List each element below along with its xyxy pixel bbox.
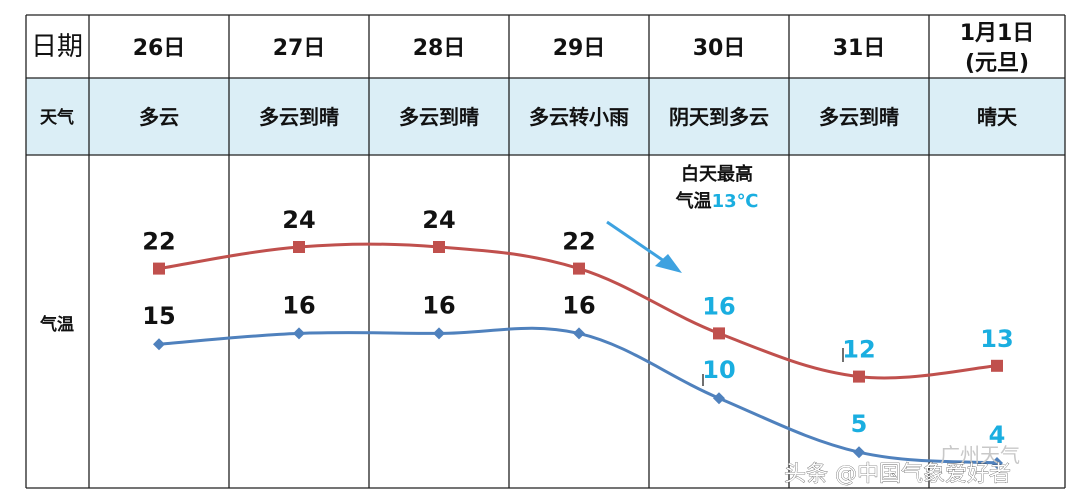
low-temp-label: 16: [282, 291, 315, 319]
faint-logo-text: 广州天气: [940, 443, 1020, 467]
corner-label: 日期: [31, 32, 83, 62]
weather-cell: 晴天: [977, 105, 1018, 129]
low-temp-label: 16: [422, 291, 455, 319]
date-cell: 28日: [413, 36, 466, 61]
max-temp-annotation: 白天最高 气温13℃: [606, 163, 759, 273]
low-temp-label: 5: [851, 410, 868, 438]
high-temp-point: [991, 359, 1003, 372]
date-cell: 29日: [553, 36, 606, 61]
high-temp-point: [433, 241, 445, 253]
date-cell-sub: (元旦): [965, 51, 1029, 76]
low-temp-point: [293, 327, 305, 340]
date-cell: 30日: [693, 36, 746, 61]
date-cell: 26日: [133, 36, 186, 61]
high-temp-point: [573, 262, 585, 275]
high-temp-label: 22: [562, 228, 595, 256]
date-row-bg: [26, 15, 1065, 78]
high-temp-label: 24: [422, 206, 455, 234]
weather-cell: 多云: [139, 105, 179, 129]
weather-row-bg: [26, 78, 1065, 155]
date-cell: 27日: [273, 36, 326, 61]
low-temp-point: [433, 327, 445, 340]
high-temp-label: 12: [842, 336, 875, 364]
high-temp-label: 22: [142, 228, 175, 256]
annotation-arrow: [606, 220, 682, 273]
high-temp-point: [153, 262, 165, 275]
weather-cell: 多云转小雨: [529, 105, 629, 129]
low-temp-label: 10: [702, 356, 735, 384]
temp-row-label: 气温: [39, 314, 74, 335]
weather-cell: 多云到晴: [819, 105, 899, 129]
annotation-line2: 气温13℃: [675, 190, 759, 212]
weather-cell: 阴天到多云: [669, 105, 769, 129]
high-temp-point: [713, 327, 725, 340]
low-temp-point: [853, 446, 865, 459]
date-header-row: 26日 27日 28日 29日 30日 31日 1月1日 (元旦): [133, 21, 1035, 76]
weather-cell: 多云到晴: [259, 105, 339, 129]
annotation-line2-value: 13℃: [712, 191, 759, 212]
low-temp-point: [991, 457, 1003, 469]
low-temp-label: 4: [989, 421, 1006, 449]
annotation-line1: 白天最高: [681, 163, 753, 185]
high-temp-label: 13: [980, 325, 1013, 353]
low-temp-label: 16: [562, 291, 595, 319]
annotation-line2-prefix: 气温: [675, 190, 712, 212]
weather-row-label: 天气: [40, 107, 74, 128]
low-temp-point: [713, 392, 725, 405]
date-cell: 1月1日: [960, 21, 1035, 46]
low-temp-point: [153, 338, 165, 351]
high-temp-point: [853, 370, 865, 383]
low-temp-point: [573, 327, 585, 340]
date-cell: 31日: [833, 36, 886, 61]
high-temp-label: 24: [282, 206, 315, 234]
high-temp-point: [293, 241, 305, 253]
weather-row: 多云 多云到晴 多云到晴 多云转小雨 阴天到多云 多云到晴 晴天: [139, 105, 1018, 129]
table-grid: [25, 14, 1066, 489]
low-temp-label: 15: [142, 302, 175, 330]
high-temp-label: 16: [702, 292, 735, 320]
weather-cell: 多云到晴: [399, 105, 479, 129]
watermark-text: 头条 @中国气象爱好者: [784, 462, 1011, 487]
temperature-chart: [153, 241, 1003, 469]
